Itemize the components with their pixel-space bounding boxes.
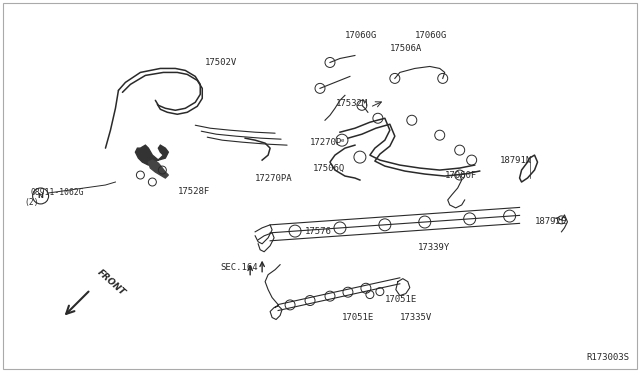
Polygon shape [148, 160, 168, 178]
Text: FRONT: FRONT [95, 268, 127, 298]
Text: 17528F: 17528F [179, 187, 211, 196]
Text: 18792E: 18792E [534, 217, 567, 227]
Text: 17532M: 17532M [336, 99, 368, 108]
Text: SEC.164: SEC.164 [220, 263, 258, 272]
Text: 18791N: 18791N [500, 155, 532, 164]
Text: 08911-1062G: 08911-1062G [31, 189, 84, 198]
Text: 17506Q: 17506Q [313, 164, 345, 173]
Text: 17335V: 17335V [400, 313, 432, 322]
Text: 17270PA: 17270PA [255, 173, 292, 183]
Text: 17576: 17576 [305, 227, 332, 236]
Polygon shape [136, 145, 168, 165]
Text: 17060F: 17060F [445, 170, 477, 180]
Text: R173003S: R173003S [586, 353, 629, 362]
Text: 17051E: 17051E [342, 313, 374, 322]
Text: 17339Y: 17339Y [418, 243, 450, 252]
Text: 17051E: 17051E [385, 295, 417, 304]
Text: 17060G: 17060G [345, 31, 377, 40]
Text: 17270P: 17270P [310, 138, 342, 147]
Text: e: e [340, 138, 344, 143]
Text: 17502V: 17502V [205, 58, 237, 67]
Text: 17506A: 17506A [390, 44, 422, 53]
Text: 17060G: 17060G [415, 31, 447, 40]
Text: N: N [38, 193, 44, 199]
Text: (2): (2) [25, 198, 39, 208]
